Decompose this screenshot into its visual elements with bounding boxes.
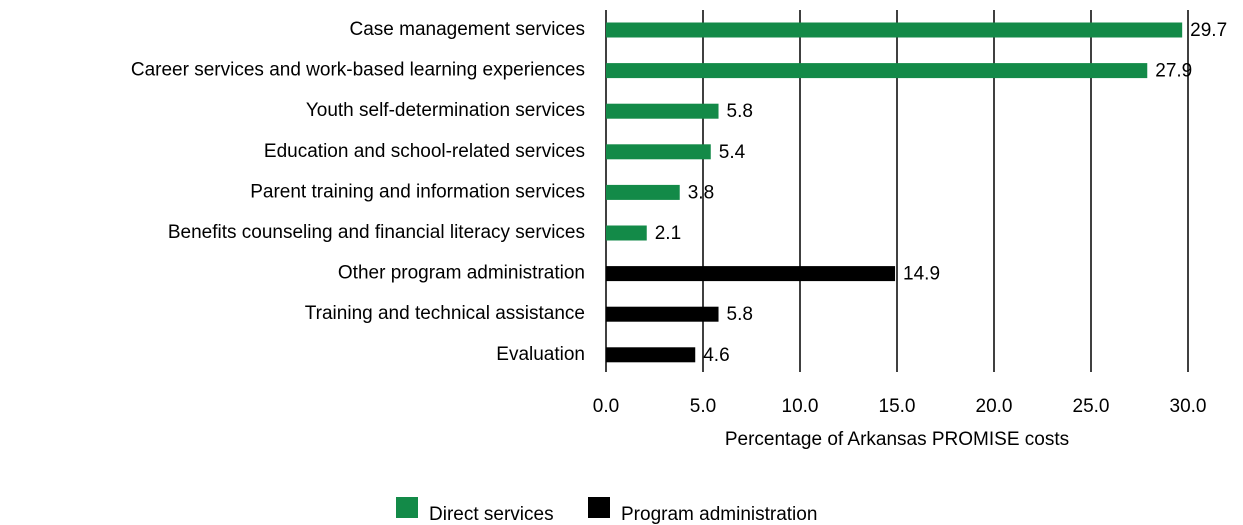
- legend-label: Direct services: [429, 504, 554, 525]
- x-tick-label: 15.0: [879, 396, 916, 417]
- bar: [606, 184, 680, 200]
- legend-swatch: [588, 497, 610, 518]
- bar: [606, 306, 719, 322]
- data-label: 14.9: [903, 264, 940, 285]
- y-tick-label: Career services and work-based learning …: [131, 60, 585, 81]
- bar: [606, 63, 1148, 79]
- y-tick-label: Education and school-related services: [264, 141, 585, 162]
- x-tick-label: 5.0: [690, 396, 716, 417]
- data-label: 3.8: [688, 182, 714, 203]
- y-tick-label: Evaluation: [496, 344, 585, 365]
- bar: [606, 266, 896, 282]
- x-tick-label: 10.0: [782, 396, 819, 417]
- legend-swatch: [396, 497, 418, 518]
- bar: [606, 103, 719, 119]
- y-tick-label: Other program administration: [338, 263, 585, 284]
- data-label: 5.8: [727, 304, 753, 325]
- y-tick-label: Case management services: [350, 19, 586, 40]
- x-tick-label: 30.0: [1170, 396, 1207, 417]
- y-tick-label: Parent training and information services: [250, 181, 585, 202]
- x-tick-label: 0.0: [593, 396, 619, 417]
- y-tick-label: Youth self-determination services: [306, 100, 585, 121]
- data-label: 29.7: [1190, 20, 1227, 41]
- x-axis-label: Percentage of Arkansas PROMISE costs: [725, 429, 1069, 450]
- data-label: 5.4: [719, 142, 746, 163]
- y-tick-label: Benefits counseling and financial litera…: [168, 222, 585, 243]
- x-tick-label: 25.0: [1073, 396, 1110, 417]
- data-label: 4.6: [703, 345, 729, 366]
- x-tick-label: 20.0: [976, 396, 1013, 417]
- bar: [606, 144, 711, 160]
- data-label: 5.8: [727, 101, 753, 122]
- data-label: 2.1: [655, 223, 681, 244]
- legend-label: Program administration: [621, 504, 817, 525]
- y-tick-label: Training and technical assistance: [305, 303, 585, 324]
- bar: [606, 347, 696, 363]
- bar: [606, 225, 647, 241]
- bar: [606, 22, 1183, 38]
- data-label: 27.9: [1155, 61, 1192, 82]
